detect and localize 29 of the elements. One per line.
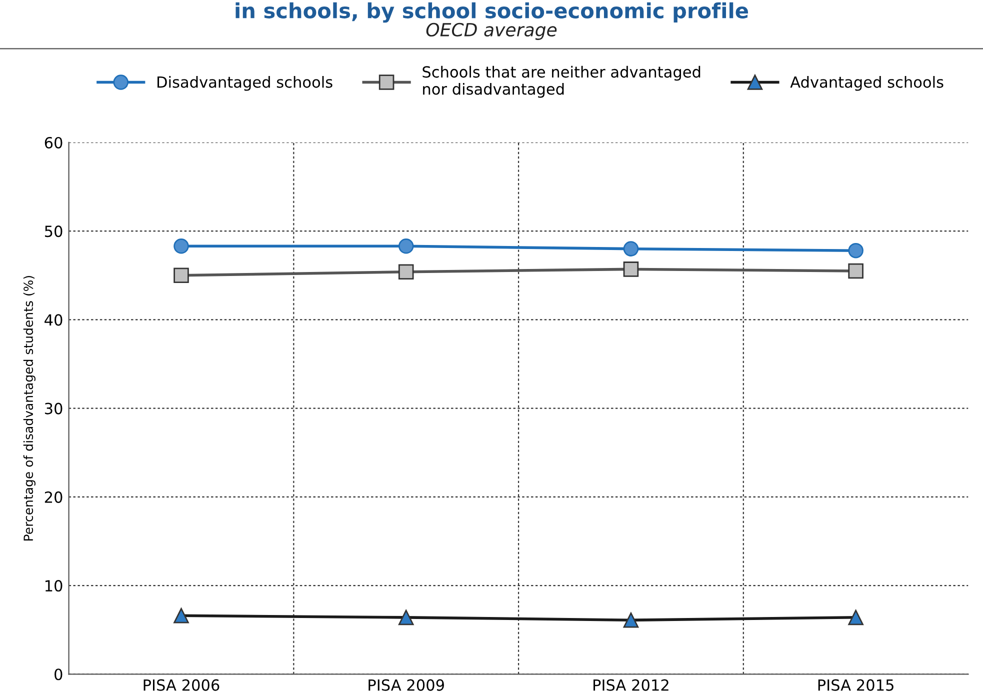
point: [398, 610, 414, 626]
legend-label: Disadvantaged schools: [158, 76, 332, 91]
point: [848, 263, 864, 279]
point: [623, 241, 639, 256]
y-tick-label: 40: [44, 314, 62, 326]
point: [848, 242, 864, 258]
y-tick-label: 10: [45, 580, 62, 592]
point: [398, 238, 414, 254]
point: [174, 268, 189, 284]
legend-label: Advantaged schools: [790, 76, 944, 91]
y-tick-label: 0: [54, 668, 62, 680]
point: [174, 608, 189, 624]
y-tick-label: 30: [44, 402, 62, 414]
x-tick-label: PISA 2009: [368, 679, 444, 691]
point: [623, 612, 639, 628]
point: [174, 238, 189, 254]
point: [623, 262, 639, 277]
x-tick-label: PISA 2012: [594, 679, 668, 691]
legend-label: Schools that are neither advantaged nor disadvantaged: [422, 66, 700, 98]
chart-title: in schools, by school socio-economic profile: [236, 2, 748, 23]
chart-subtitle: OECD average: [426, 22, 557, 40]
point: [848, 610, 864, 626]
point: [398, 264, 414, 280]
y-tick-label: 60: [44, 136, 62, 148]
x-tick-label: PISA 2015: [818, 679, 894, 691]
x-tick-label: PISA 2006: [144, 679, 220, 691]
y-tick-label: 20: [44, 491, 62, 503]
y-tick-label: 50: [44, 226, 62, 238]
y-axis-title: Percentage of disadvantaged students (%): [23, 276, 36, 540]
